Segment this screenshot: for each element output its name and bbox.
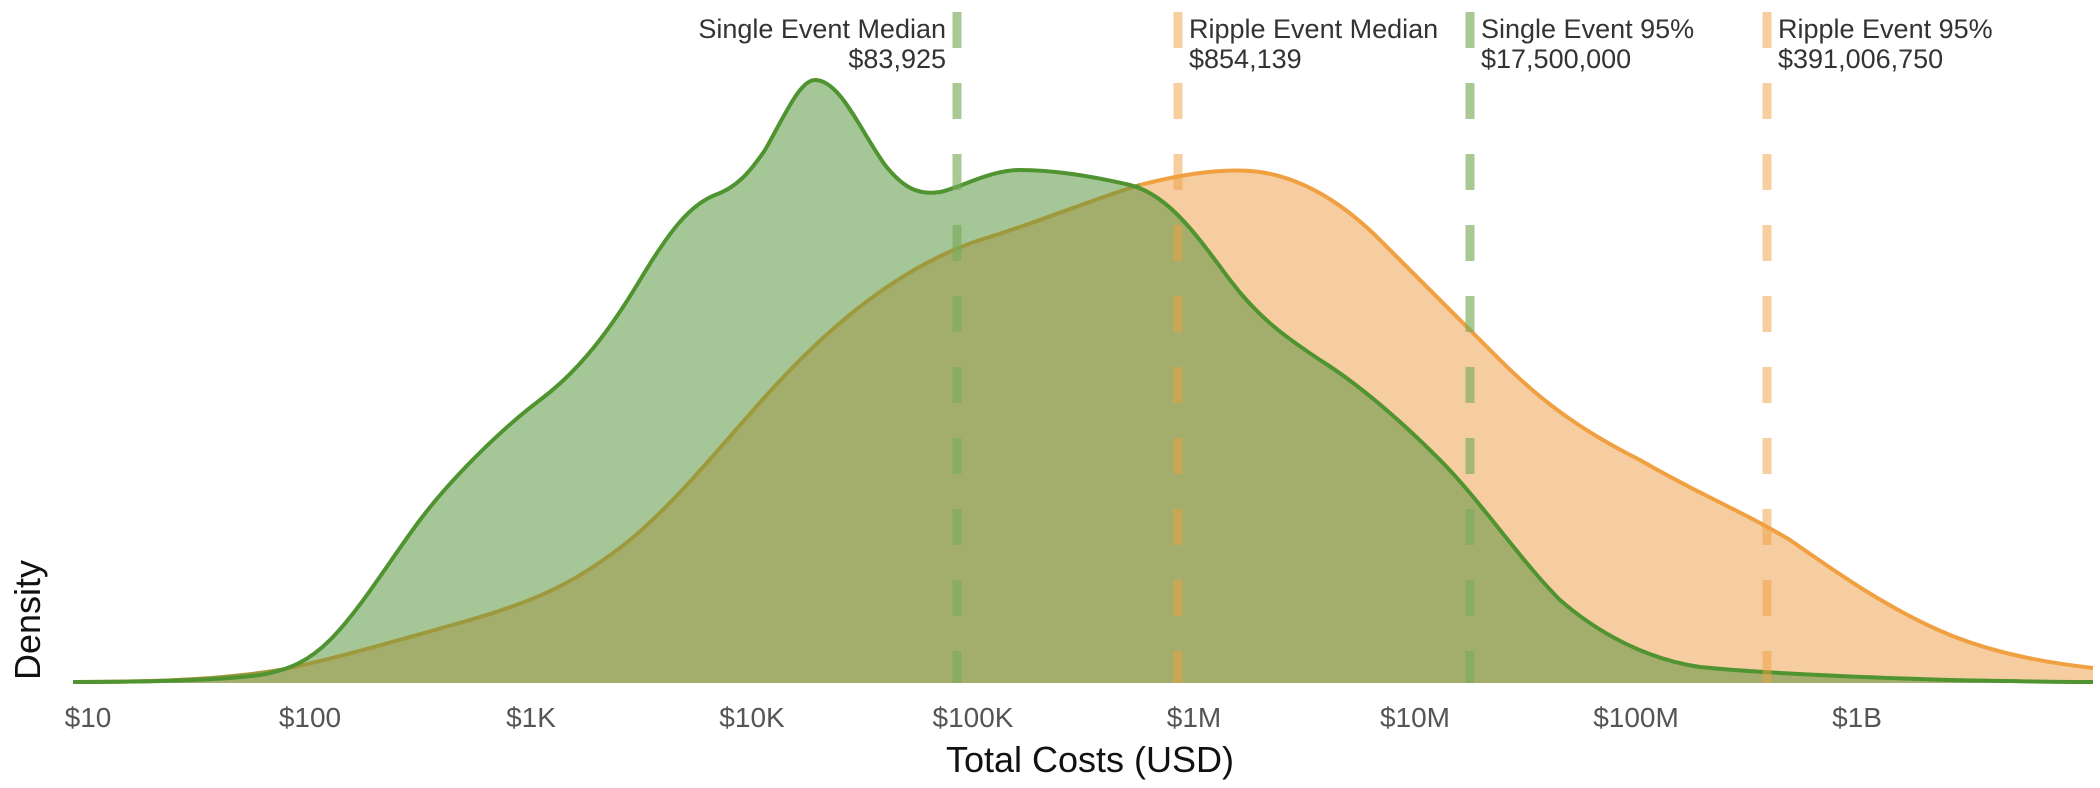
ripple-95-label: Ripple Event 95%: [1778, 14, 1993, 44]
ripple-median-value: $854,139: [1189, 44, 1302, 74]
x-axis-title: Total Costs (USD): [946, 739, 1234, 780]
x-tick: $1M: [1167, 702, 1221, 733]
single-median-label: Single Event Median: [698, 14, 946, 44]
single-95-label: Single Event 95%: [1481, 14, 1694, 44]
x-tick: $100K: [933, 702, 1014, 733]
x-tick: $1K: [506, 702, 556, 733]
y-axis-title: Density: [7, 560, 48, 680]
x-tick: $10M: [1380, 702, 1450, 733]
single-95-value: $17,500,000: [1481, 44, 1631, 74]
single-median-value: $83,925: [848, 44, 946, 74]
ripple-95-value: $391,006,750: [1778, 44, 1943, 74]
single-event-density-line: [72, 77, 2094, 684]
ripple-median-label: Ripple Event Median: [1189, 14, 1438, 44]
x-tick: $1B: [1832, 702, 1882, 733]
x-axis-ticks: $10 $100 $1K $10K $100K $1M $10M $100M $…: [65, 702, 1882, 733]
x-tick: $10: [65, 702, 112, 733]
x-tick: $10K: [719, 702, 785, 733]
x-tick: $100M: [1593, 702, 1679, 733]
x-tick: $100: [279, 702, 341, 733]
